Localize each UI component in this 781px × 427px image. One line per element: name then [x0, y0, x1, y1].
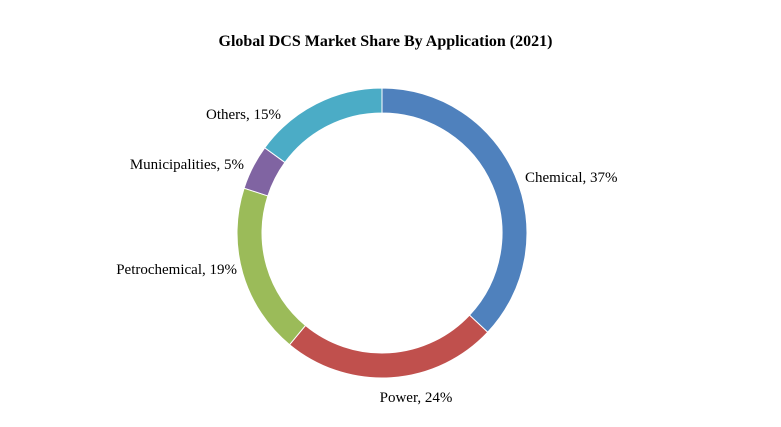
- data-label-municipalities: Municipalities, 5%: [130, 157, 244, 173]
- donut-slice-chemical: [381, 87, 528, 333]
- data-label-chemical: Chemical, 37%: [525, 170, 617, 186]
- chart-title: Global DCS Market Share By Application (…: [218, 33, 553, 50]
- data-label-others: Others, 15%: [206, 107, 281, 123]
- donut-slice-power: [288, 314, 489, 379]
- data-label-power: Power, 24%: [380, 390, 453, 406]
- donut-slice-others: [263, 87, 383, 164]
- donut-slice-petrochemical: [236, 187, 307, 346]
- data-label-petrochemical: Petrochemical, 19%: [116, 262, 237, 278]
